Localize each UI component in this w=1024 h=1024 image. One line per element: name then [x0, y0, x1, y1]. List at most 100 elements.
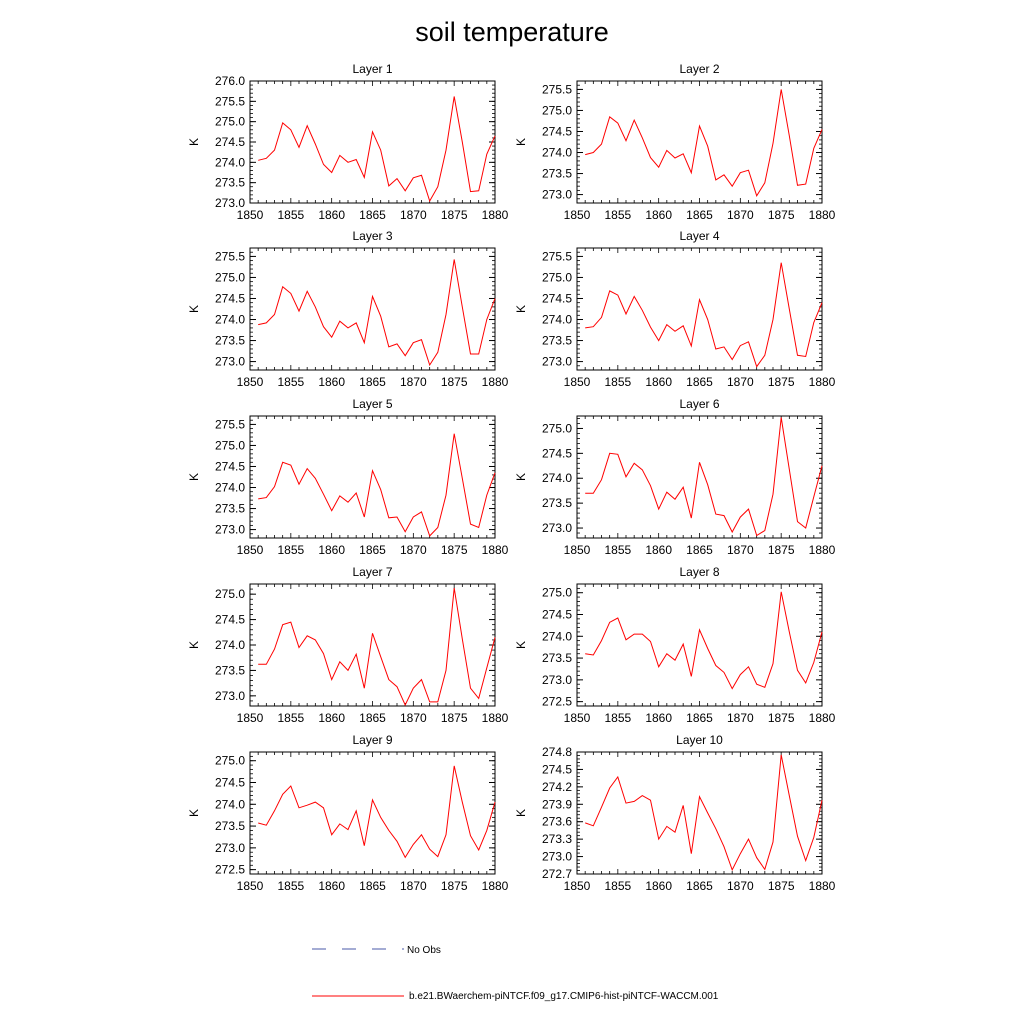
- x-tick-label: 1880: [482, 543, 509, 557]
- y-tick-label: 274.0: [542, 313, 572, 327]
- panel-7: Layer 7 K 1850 1855 1860 1865 1870 1875 1880 273.…: [187, 565, 509, 725]
- series-line: [585, 89, 823, 197]
- y-tick-label: 275.0: [542, 421, 572, 435]
- y-tick-label: 273.5: [542, 334, 572, 348]
- panel-8: Layer 8 K 1850 1855 1860 1865 1870 1875 1880 272.…: [514, 565, 836, 725]
- y-tick-label: 273.0: [215, 841, 245, 855]
- panel-9: Layer 9 K 1850 1855 1860 1865 1870 1875 1880 272.…: [187, 733, 509, 893]
- series-line: [258, 96, 496, 203]
- y-tick-label: 276.0: [215, 74, 245, 88]
- y-tick-label: 274.0: [215, 797, 245, 811]
- series-line: [258, 588, 496, 707]
- y-axis-label: K: [187, 138, 201, 146]
- plot-frame: [576, 247, 823, 371]
- x-tick-label: 1880: [809, 711, 836, 725]
- x-tick-label: 1870: [727, 208, 754, 222]
- y-tick-label: 273.0: [215, 196, 245, 210]
- y-tick-label: 274.0: [215, 481, 245, 495]
- y-tick-label: 275.5: [215, 417, 245, 431]
- y-tick-label: 273.5: [215, 819, 245, 833]
- y-tick-label: 273.0: [215, 355, 245, 369]
- x-tick-label: 1870: [400, 879, 427, 893]
- x-tick-label: 1850: [237, 208, 264, 222]
- x-tick-label: 1850: [237, 543, 264, 557]
- x-tick-label: 1855: [277, 375, 304, 389]
- y-tick-label: 275.5: [542, 82, 572, 96]
- panel-title: Layer 4: [679, 229, 719, 243]
- y-tick-label: 274.5: [542, 124, 572, 138]
- x-tick-label: 1855: [604, 375, 631, 389]
- x-tick-label: 1875: [768, 711, 795, 725]
- x-tick-label: 1860: [318, 208, 345, 222]
- x-tick-label: 1850: [564, 543, 591, 557]
- legend-no-obs-label: No Obs: [407, 945, 441, 956]
- panel-title: Layer 10: [676, 733, 723, 747]
- y-tick-label: 273.0: [215, 523, 245, 537]
- x-tick-label: 1880: [482, 879, 509, 893]
- y-tick-label: 273.5: [215, 334, 245, 348]
- x-tick-label: 1880: [482, 375, 509, 389]
- x-tick-label: 1865: [359, 879, 386, 893]
- y-tick-label: 274.5: [542, 446, 572, 460]
- x-tick-label: 1860: [645, 375, 672, 389]
- x-tick-label: 1855: [604, 711, 631, 725]
- x-tick-label: 1870: [727, 711, 754, 725]
- x-tick-label: 1880: [482, 711, 509, 725]
- x-tick-label: 1870: [400, 375, 427, 389]
- panel-3: Layer 3 K 1850 1855 1860 1865 1870 1875 1880 273.…: [187, 229, 509, 389]
- x-tick-label: 1850: [564, 879, 591, 893]
- y-tick-label: 274.8: [542, 745, 572, 759]
- x-tick-label: 1855: [604, 208, 631, 222]
- x-tick-label: 1865: [359, 711, 386, 725]
- y-tick-label: 272.7: [542, 867, 572, 881]
- x-tick-label: 1875: [441, 543, 468, 557]
- y-tick-label: 274.0: [215, 638, 245, 652]
- y-axis-label: K: [187, 809, 201, 817]
- x-tick-label: 1865: [686, 375, 713, 389]
- x-tick-label: 1865: [359, 543, 386, 557]
- series-line: [585, 754, 823, 872]
- x-tick-label: 1880: [809, 375, 836, 389]
- x-tick-label: 1875: [441, 879, 468, 893]
- panel-grid: Layer 1 K 1850 1855 1860 1865 1870 1875 1880 273.…: [187, 62, 836, 893]
- x-tick-label: 1855: [277, 879, 304, 893]
- y-tick-label: 274.5: [215, 459, 245, 473]
- plot-frame: [249, 751, 496, 875]
- panel-1: Layer 1 K 1850 1855 1860 1865 1870 1875 1880 273.…: [187, 62, 509, 222]
- legend-model-label: b.e21.BWaerchem-piNTCF.f09_g17.CMIP6-his…: [409, 991, 719, 1002]
- plot-frame: [249, 80, 496, 204]
- x-tick-label: 1880: [482, 208, 509, 222]
- x-tick-label: 1860: [318, 711, 345, 725]
- x-tick-label: 1870: [727, 543, 754, 557]
- y-tick-label: 274.5: [542, 291, 572, 305]
- y-tick-label: 274.5: [215, 135, 245, 149]
- x-tick-label: 1875: [768, 375, 795, 389]
- plot-frame: [576, 751, 823, 875]
- plot-frame: [576, 415, 823, 539]
- y-tick-label: 273.0: [542, 521, 572, 535]
- y-tick-label: 274.5: [215, 613, 245, 627]
- panel-title: Layer 2: [679, 62, 719, 76]
- y-axis-label: K: [187, 473, 201, 481]
- x-tick-label: 1880: [809, 879, 836, 893]
- x-tick-label: 1875: [441, 208, 468, 222]
- x-tick-label: 1860: [645, 879, 672, 893]
- x-tick-label: 1870: [400, 208, 427, 222]
- y-tick-label: 273.5: [542, 167, 572, 181]
- y-tick-label: 273.9: [542, 797, 572, 811]
- y-tick-label: 273.5: [215, 663, 245, 677]
- x-tick-label: 1850: [237, 879, 264, 893]
- y-tick-label: 275.5: [215, 94, 245, 108]
- x-tick-label: 1850: [237, 711, 264, 725]
- y-tick-label: 275.0: [215, 438, 245, 452]
- y-tick-label: 273.0: [215, 689, 245, 703]
- y-tick-label: 275.5: [215, 249, 245, 263]
- series-line: [258, 765, 496, 859]
- y-tick-label: 275.0: [215, 115, 245, 129]
- y-tick-label: 275.0: [215, 587, 245, 601]
- x-tick-label: 1855: [277, 543, 304, 557]
- y-axis-label: K: [514, 473, 528, 481]
- panel-10: Layer 10 K 1850 1855 1860 1865 1870 1875 1880 272…: [514, 733, 836, 893]
- panel-5: Layer 5 K 1850 1855 1860 1865 1870 1875 1880 273.…: [187, 397, 509, 557]
- y-tick-label: 274.5: [215, 291, 245, 305]
